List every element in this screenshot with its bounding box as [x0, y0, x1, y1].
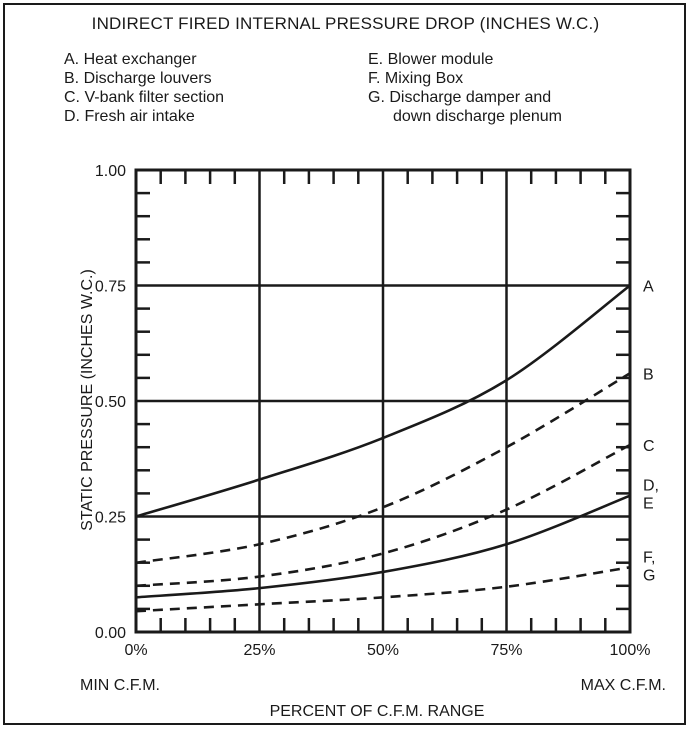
x-axis-label: PERCENT OF C.F.M. RANGE [270, 703, 485, 720]
x-tick-label: 50% [367, 642, 399, 659]
series-a-label: A [643, 279, 654, 296]
chart-labels: 0% 25% 50% 75% 100% 0.00 0.25 0.50 0.75 1.00 A B C D,… [95, 163, 659, 659]
y-tick-label: 0.25 [95, 510, 126, 527]
series-d-e-line [135, 494, 631, 599]
series-f-g-label: G [643, 567, 655, 584]
legend-right: E. Blower module F. Mixing Box G. Discha… [368, 50, 562, 126]
series-c-line [135, 443, 631, 588]
legend-left: A. Heat exchanger B. Discharge louvers C… [64, 50, 224, 126]
series-a-line [135, 284, 631, 518]
legend-item-a: A. Heat exchanger [64, 51, 197, 68]
chart-curves [135, 284, 631, 613]
series-d-e-label: D, [643, 478, 659, 495]
y-tick-label: 0.00 [95, 625, 126, 642]
legend-item-d: D. Fresh air intake [64, 108, 195, 125]
series-f-g-line [135, 566, 631, 613]
y-axis-label: STATIC PRESSURE (INCHES W.C.) [79, 269, 96, 531]
x-tick-label: 75% [490, 642, 522, 659]
chart-grid [134, 168, 632, 634]
series-b-line [135, 372, 631, 564]
series-c-label: C [643, 438, 655, 455]
legend-item-g-cont: down discharge plenum [393, 108, 562, 125]
x-tick-label: 25% [243, 642, 275, 659]
legend-item-c: C. V-bank filter section [64, 89, 225, 106]
legend-item-b: B. Discharge louvers [64, 70, 212, 87]
chart-title: INDIRECT FIRED INTERNAL PRESSURE DROP (I… [91, 14, 600, 33]
series-d-e-label: E [643, 496, 654, 513]
legend-item-g: G. Discharge damper and [368, 89, 552, 106]
legend-item-e: E. Blower module [368, 51, 494, 68]
x-tick-label: 100% [610, 642, 651, 659]
y-tick-label: 0.50 [95, 394, 126, 411]
x-min-label: MIN C.F.M. [80, 677, 160, 694]
y-tick-label: 0.75 [95, 279, 126, 296]
y-tick-label: 1.00 [95, 163, 126, 180]
x-max-label: MAX C.F.M. [581, 677, 666, 694]
chart-frame [3, 3, 686, 725]
x-tick-label: 0% [124, 642, 147, 659]
series-b-label: B [643, 366, 654, 383]
series-f-g-label: F, [643, 549, 655, 566]
legend-item-f: F. Mixing Box [368, 70, 464, 87]
